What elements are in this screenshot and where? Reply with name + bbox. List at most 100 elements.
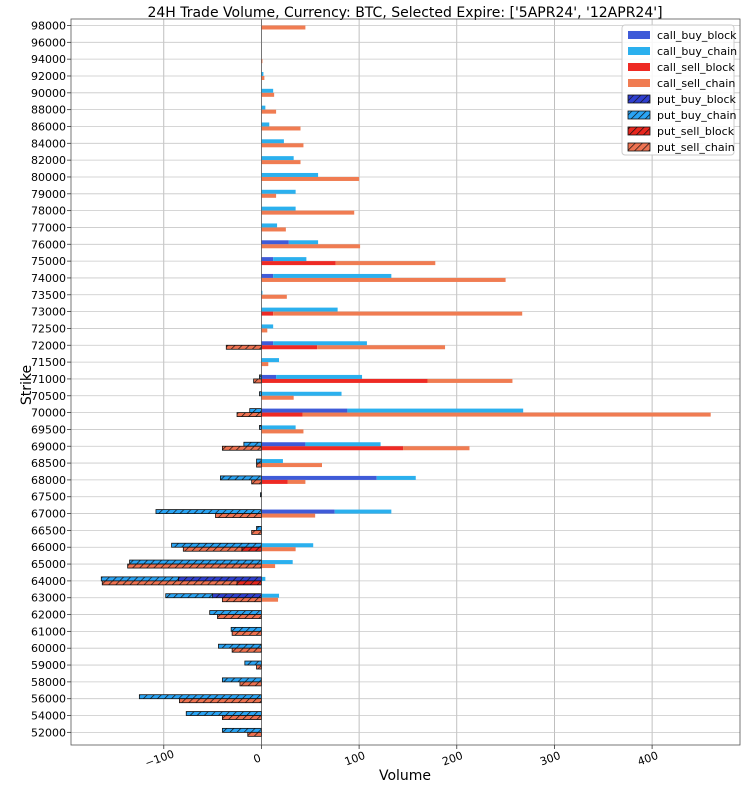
bar-call-buy-chain-70000 xyxy=(347,408,524,413)
y-tick-label-92000: 92000 xyxy=(31,70,66,83)
bar-call-buy-chain-68000 xyxy=(376,475,416,480)
legend-label-put-buy-chain: put_buy_chain xyxy=(657,109,737,122)
legend-label-put-buy-block: put_buy_block xyxy=(657,93,737,106)
bar-call-sell-chain-98000 xyxy=(261,25,306,30)
bar-call-sell-chain-71500 xyxy=(261,362,269,367)
bar-call-buy-chain-82000 xyxy=(261,156,294,161)
y-tick-label-88000: 88000 xyxy=(31,104,66,117)
y-tick-label-75000: 75000 xyxy=(31,255,66,268)
bar-call-sell-chain-69000 xyxy=(403,446,470,451)
bar-put-sell-chain-72000 xyxy=(225,344,262,350)
bar-call-sell-chain-80000 xyxy=(261,176,360,181)
bar-put-sell-block-66000 xyxy=(241,546,262,552)
plot-frame xyxy=(70,18,741,746)
bar-put-buy-chain-59000 xyxy=(244,660,262,666)
bar-call-sell-chain-92000 xyxy=(261,75,265,80)
legend-swatch-put-buy-chain xyxy=(627,110,651,120)
bar-put-sell-chain-68500 xyxy=(256,462,262,468)
bar-call-sell-block-69000 xyxy=(261,446,404,451)
bar-call-buy-chain-80000 xyxy=(261,172,319,177)
legend-swatch-put-sell-block xyxy=(627,126,651,136)
bar-put-sell-chain-71000 xyxy=(253,378,262,384)
bar-call-buy-chain-69500 xyxy=(261,425,296,430)
bar-call-sell-block-71000 xyxy=(261,378,428,383)
bar-put-sell-chain-67000 xyxy=(215,513,262,518)
bar-call-buy-chain-76000 xyxy=(288,240,319,245)
y-tick-label-73000: 73000 xyxy=(31,306,66,319)
bar-call-sell-chain-94000 xyxy=(261,59,263,64)
bar-call-sell-chain-69500 xyxy=(261,429,304,434)
bar-put-buy-chain-70000 xyxy=(249,408,262,413)
bar-call-sell-block-75000 xyxy=(261,261,336,266)
y-axis-title: Strike xyxy=(19,365,35,405)
x-tick-label-4: 300 xyxy=(538,749,562,768)
bar-put-sell-chain-70000 xyxy=(236,412,262,417)
y-tick-label-56000: 56000 xyxy=(31,693,66,706)
bar-call-buy-chain-64000 xyxy=(261,576,266,581)
bar-call-buy-block-75000 xyxy=(261,257,274,262)
legend-swatch-call-sell-chain xyxy=(628,79,650,87)
bar-call-buy-chain-88000 xyxy=(261,105,266,110)
y-tick-label-61000: 61000 xyxy=(31,625,66,638)
bar-call-sell-chain-82000 xyxy=(261,160,301,165)
bar-call-buy-chain-72000 xyxy=(273,341,367,346)
legend-label-call-buy-chain: call_buy_chain xyxy=(657,45,737,58)
bar-call-sell-chain-72500 xyxy=(261,328,268,333)
legend-swatch-call-buy-block xyxy=(628,31,650,39)
bar-call-buy-chain-73000 xyxy=(261,307,338,312)
y-tick-label-66500: 66500 xyxy=(31,524,66,537)
y-tick-label-52000: 52000 xyxy=(31,726,66,739)
bar-call-buy-block-71000 xyxy=(261,374,277,379)
bar-put-buy-chain-67000 xyxy=(155,509,262,514)
y-tick-label-60000: 60000 xyxy=(31,642,66,655)
bar-call-buy-block-70000 xyxy=(261,408,348,413)
bar-call-sell-chain-76000 xyxy=(261,244,361,249)
bar-call-buy-block-76000 xyxy=(261,240,289,245)
bar-put-buy-chain-52000 xyxy=(221,727,262,733)
bar-call-sell-chain-70000 xyxy=(302,412,711,417)
bar-put-buy-chain-58000 xyxy=(221,677,262,683)
bar-put-sell-chain-68000 xyxy=(251,479,262,485)
bar-put-buy-chain-68500 xyxy=(256,458,262,464)
y-tick-label-68500: 68500 xyxy=(31,457,66,470)
y-tick-label-72500: 72500 xyxy=(31,322,66,335)
bar-call-buy-chain-67000 xyxy=(334,509,392,514)
bar-put-buy-block-64000 xyxy=(178,576,262,582)
y-tick-label-66000: 66000 xyxy=(31,541,66,554)
bar-put-buy-chain-65000 xyxy=(129,559,262,565)
bar-call-sell-chain-77000 xyxy=(261,227,286,232)
bar-call-buy-chain-75000 xyxy=(273,257,307,262)
bar-put-sell-chain-63000 xyxy=(221,597,262,603)
y-tick-label-78000: 78000 xyxy=(31,205,66,218)
legend-swatch-call-sell-block xyxy=(628,63,650,71)
y-tick-label-69500: 69500 xyxy=(31,423,66,436)
bar-call-sell-block-72000 xyxy=(261,345,318,350)
chart-title: 24H Trade Volume, Currency: BTC, Selecte… xyxy=(147,5,662,21)
legend-label-put-sell-chain: put_sell_chain xyxy=(657,141,735,154)
bar-call-buy-chain-77000 xyxy=(261,223,278,228)
bar-call-buy-chain-73500 xyxy=(261,290,263,295)
y-tick-label-62000: 62000 xyxy=(31,609,66,622)
y-tick-label-67000: 67000 xyxy=(31,508,66,521)
y-tick-label-59000: 59000 xyxy=(31,659,66,672)
bar-put-sell-chain-56000 xyxy=(179,698,262,704)
bar-call-buy-block-68000 xyxy=(261,475,377,480)
bar-call-sell-block-70000 xyxy=(261,412,303,417)
bar-put-sell-chain-60000 xyxy=(231,647,262,653)
bar-call-buy-block-74000 xyxy=(261,273,274,278)
bar-put-sell-chain-66500 xyxy=(251,530,262,535)
bar-call-buy-block-67000 xyxy=(261,509,335,514)
bar-put-buy-chain-54000 xyxy=(185,711,262,716)
bar-call-buy-chain-68500 xyxy=(261,459,283,464)
y-tick-label-96000: 96000 xyxy=(31,36,66,49)
bar-put-buy-chain-66500 xyxy=(256,526,262,531)
bar-call-sell-chain-84000 xyxy=(261,143,304,148)
x-tick-label-0: −100 xyxy=(143,747,176,770)
x-axis-title: Volume xyxy=(379,768,431,784)
bar-call-buy-chain-86000 xyxy=(261,122,270,127)
y-tick-label-73500: 73500 xyxy=(31,289,66,302)
legend-label-call-sell-block: call_sell_block xyxy=(657,61,735,74)
bar-call-buy-chain-69000 xyxy=(305,442,381,447)
legend-frame xyxy=(621,24,735,156)
